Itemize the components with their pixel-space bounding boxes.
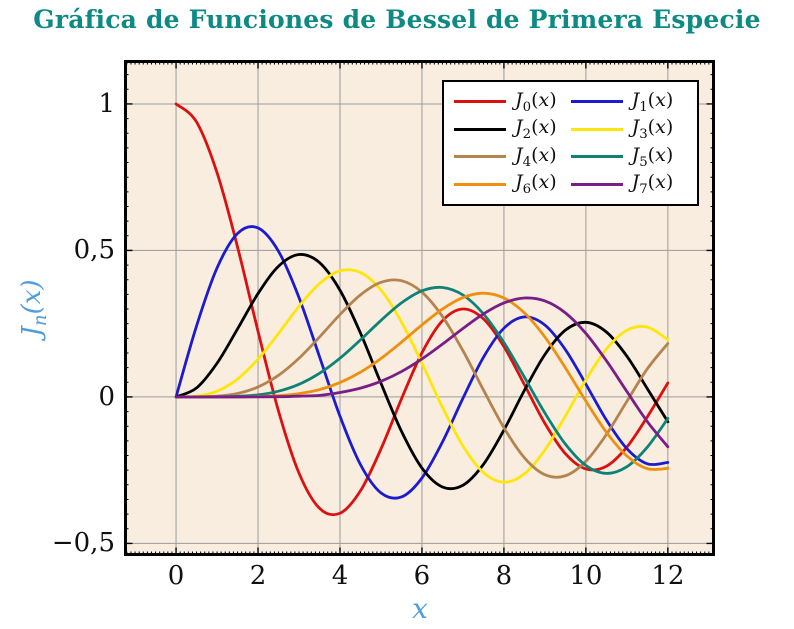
legend-line-swatch	[454, 155, 506, 159]
legend-item-J5(x): J5(x)	[570, 143, 693, 170]
legend-box: J0(x) J1(x) J2(x) J3(x) J4(x) J5(x) J6(x) J7(x)	[442, 80, 699, 206]
x-tick-label: 0	[167, 561, 185, 591]
x-tick-label: 12	[651, 561, 685, 591]
legend-item-J1(x): J1(x)	[570, 88, 693, 115]
legend-label: J2(x)	[515, 116, 557, 143]
legend-item-J6(x): J6(x)	[454, 171, 571, 197]
legend-item-J3(x): J3(x)	[570, 116, 693, 143]
legend-label: J5(x)	[631, 143, 674, 170]
y-axis-label-var: x	[16, 289, 47, 305]
x-tick-label: 10	[569, 561, 603, 591]
legend-line-swatch	[454, 182, 506, 186]
legend-label: J7(x)	[631, 171, 674, 198]
x-tick-label: 8	[495, 561, 513, 591]
y-tick-label: −0,5	[51, 528, 115, 559]
legend-item-J2(x): J2(x)	[454, 116, 571, 142]
curve-J2(x)	[174, 253, 670, 491]
legend-line-swatch	[454, 127, 506, 131]
y-axis-label-lparen: (	[16, 304, 47, 315]
legend-label: J6(x)	[515, 171, 557, 198]
curve-J5(x)	[174, 285, 670, 475]
legend-line-swatch	[570, 127, 623, 131]
legend-label: J1(x)	[631, 88, 674, 115]
legend-label: J4(x)	[515, 143, 557, 170]
plot-border	[124, 60, 715, 556]
y-axis-label-sub: n	[30, 314, 52, 327]
x-axis-label-text: x	[412, 592, 428, 625]
legend-line-swatch	[570, 155, 623, 159]
major-tick-marks	[124, 60, 715, 556]
legend-line-swatch	[454, 100, 506, 104]
y-axis-label-func: J	[16, 326, 47, 337]
y-axis-label-rparen: )	[16, 279, 47, 290]
legend-label: J3(x)	[631, 116, 674, 143]
legend-label: J0(x)	[515, 88, 557, 115]
legend-line-swatch	[570, 182, 623, 186]
y-tick-label: 1	[98, 88, 115, 119]
y-tick-label: 0	[98, 381, 115, 412]
curve-J1(x)	[174, 225, 670, 500]
y-axis-label: Jn(x)	[17, 279, 51, 336]
legend-item-J4(x): J4(x)	[454, 144, 571, 170]
curve-J7(x)	[174, 296, 670, 449]
legend-item-J7(x): J7(x)	[570, 171, 693, 198]
x-tick-label: 4	[331, 561, 349, 591]
y-tick-label: 0,5	[73, 235, 115, 266]
x-axis-label: x	[412, 592, 428, 625]
page-title: Gráfica de Funciones de Bessel de Primer…	[33, 5, 761, 34]
x-tick-label: 6	[413, 561, 431, 591]
legend-line-swatch	[570, 100, 623, 104]
curve-J3(x)	[174, 268, 670, 484]
grid-lines	[124, 60, 715, 556]
x-tick-label: 2	[249, 561, 267, 591]
legend-item-J0(x): J0(x)	[454, 89, 571, 115]
